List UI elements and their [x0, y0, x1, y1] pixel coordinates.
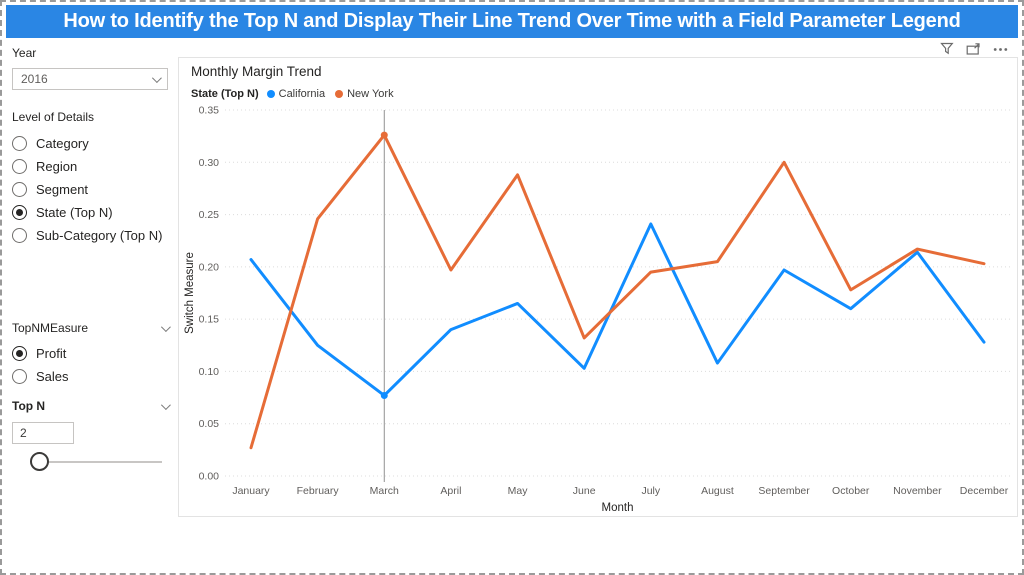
slider-thumb[interactable] — [30, 452, 49, 471]
level-of-details-group: Level of Details Category Region Segment… — [12, 110, 168, 247]
svg-text:0.00: 0.00 — [199, 471, 220, 483]
svg-text:January: January — [232, 485, 270, 497]
radio-option-label: Category — [36, 136, 89, 151]
filter-sidebar: Year 2016 Level of Details Category Regi… — [12, 46, 171, 566]
svg-text:March: March — [370, 485, 399, 497]
level-of-details-options: Category Region Segment State (Top N) Su… — [12, 132, 168, 247]
line-chart-visual: Monthly Margin Trend State (Top N) Calif… — [178, 57, 1018, 517]
filter-icon[interactable] — [940, 42, 954, 56]
year-label: Year — [12, 46, 37, 60]
svg-text:Month: Month — [602, 502, 634, 514]
radio-option[interactable]: Sub-Category (Top N) — [12, 224, 168, 247]
measure-options: Profit Sales — [12, 342, 168, 388]
radio-icon — [12, 369, 27, 384]
legend-item[interactable]: California — [266, 88, 326, 100]
svg-text:0.05: 0.05 — [199, 418, 220, 430]
svg-text:Switch Measure: Switch Measure — [184, 252, 196, 334]
svg-text:April: April — [440, 485, 461, 497]
svg-text:December: December — [960, 485, 1009, 497]
radio-option-label: Sales — [36, 369, 69, 384]
top-n-group: Top N — [12, 398, 171, 474]
radio-option[interactable]: Region — [12, 155, 168, 178]
chevron-down-icon — [160, 399, 171, 410]
radio-icon — [12, 346, 27, 361]
legend-item[interactable]: New York — [335, 88, 394, 100]
top-n-input[interactable] — [12, 422, 74, 444]
radio-icon — [12, 182, 27, 197]
svg-text:August: August — [701, 485, 734, 497]
line-chart: 0.00 0.05 0.10 0.15 0.20 0.25 0.30 0.35 January F… — [184, 105, 1011, 514]
svg-text:October: October — [832, 485, 870, 497]
svg-text:February: February — [297, 485, 340, 497]
chart-title: Monthly Margin Trend — [191, 64, 322, 79]
slider-track — [32, 461, 162, 463]
radio-option[interactable]: Sales — [12, 365, 168, 388]
chevron-down-icon — [151, 72, 162, 83]
radio-option-label: State (Top N) — [36, 205, 113, 220]
chart-legend: State (Top N) California New York — [191, 88, 1017, 100]
more-options-icon[interactable] — [993, 47, 1008, 52]
top-n-label: Top N — [12, 399, 46, 413]
radio-icon — [12, 136, 27, 151]
radio-icon — [12, 159, 27, 174]
radio-option[interactable]: Profit — [12, 342, 168, 365]
title-banner: How to Identify the Top N and Display Th… — [6, 5, 1018, 38]
svg-text:September: September — [758, 485, 810, 497]
legend-items: California New York — [266, 88, 404, 100]
svg-text:0.20: 0.20 — [199, 261, 220, 273]
svg-text:0.35: 0.35 — [199, 105, 220, 117]
radio-option[interactable]: State (Top N) — [12, 201, 168, 224]
legend-color-dot — [266, 90, 275, 98]
chevron-down-icon — [160, 321, 171, 332]
radio-option-label: Segment — [36, 182, 89, 197]
year-selected-value: 2016 — [21, 72, 48, 86]
measure-label: TopNMEasure — [12, 321, 89, 335]
radio-option-label: Region — [36, 159, 78, 174]
radio-icon — [12, 205, 27, 220]
page-title: How to Identify the Top N and Display Th… — [63, 10, 961, 32]
svg-text:0.25: 0.25 — [199, 209, 220, 221]
svg-text:0.30: 0.30 — [199, 157, 220, 169]
legend-title: State (Top N) — [191, 88, 259, 100]
legend-color-dot — [335, 90, 344, 98]
svg-text:May: May — [508, 485, 529, 497]
visual-header-toolbar — [940, 42, 1008, 56]
radio-option[interactable]: Category — [12, 132, 168, 155]
measure-group: TopNMEasure Profit Sales — [12, 320, 171, 388]
radio-option-label: Sub-Category (Top N) — [36, 228, 163, 243]
svg-text:July: July — [641, 485, 660, 497]
legend-item-label: California — [278, 88, 326, 100]
focus-mode-icon[interactable] — [966, 42, 981, 56]
radio-option-label: Profit — [36, 346, 67, 361]
year-dropdown[interactable]: 2016 — [12, 68, 168, 90]
svg-text:0.15: 0.15 — [199, 314, 220, 326]
svg-text:0.10: 0.10 — [199, 366, 220, 378]
measure-header[interactable]: TopNMEasure — [12, 320, 171, 336]
year-filter-group: Year 2016 — [12, 46, 168, 90]
svg-text:November: November — [893, 485, 942, 497]
legend-item-label: New York — [347, 88, 394, 100]
svg-text:June: June — [573, 485, 596, 497]
top-n-header[interactable]: Top N — [12, 398, 171, 414]
level-of-details-label: Level of Details — [12, 110, 95, 124]
radio-icon — [12, 228, 27, 243]
top-n-slider — [12, 450, 168, 474]
radio-option[interactable]: Segment — [12, 178, 168, 201]
